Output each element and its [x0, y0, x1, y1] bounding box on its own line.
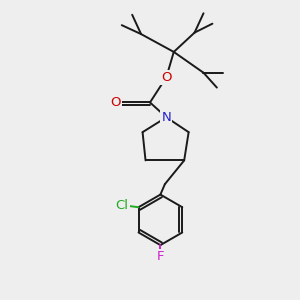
Text: Cl: Cl: [116, 199, 129, 212]
Text: O: O: [111, 96, 121, 109]
Text: N: N: [161, 111, 171, 124]
Text: O: O: [161, 71, 172, 84]
Text: F: F: [157, 250, 164, 263]
